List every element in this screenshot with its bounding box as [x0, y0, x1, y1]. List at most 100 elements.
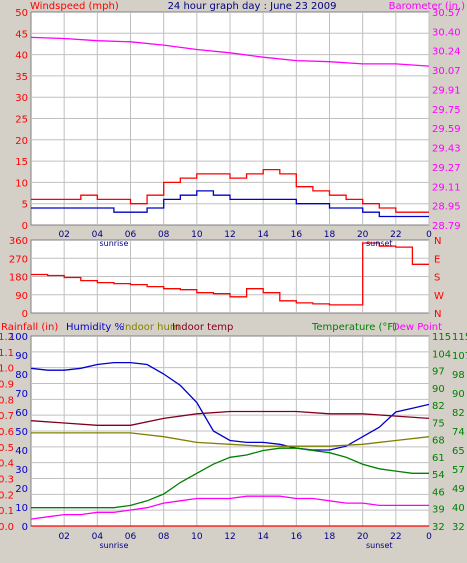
- x-tick-label: 20: [357, 532, 369, 542]
- y-tick-label: 0.8: [0, 395, 14, 406]
- y-tick-label: 30.24: [432, 47, 461, 58]
- y-tick-label: 5: [22, 200, 28, 211]
- x-tick-label: 04: [92, 230, 104, 240]
- grid-lines: [31, 12, 430, 526]
- y-tick-label: 75: [432, 418, 445, 429]
- y-tick-label: 1.2: [0, 332, 14, 343]
- temperature-axis-title: Temperature (°F): [311, 322, 397, 333]
- y-tick-label: 29.27: [432, 163, 461, 174]
- humidity-axis-title: Humidity %: [66, 322, 124, 333]
- series-indoor-hum: [31, 432, 430, 447]
- y-tick-label: 20: [15, 484, 28, 495]
- y-tick-label: 107: [452, 351, 467, 362]
- y-tick-label: 0: [22, 221, 28, 232]
- indoor-hum-label: Indoor hum: [122, 322, 180, 333]
- y-tick-label: 61: [432, 453, 445, 464]
- x-tick-label: 18: [324, 532, 336, 542]
- y-tick-label: 29.43: [432, 144, 461, 155]
- y-tick-label: 49: [452, 484, 465, 495]
- y-tick-label: 30: [15, 465, 28, 476]
- series-dew-point: [30, 495, 429, 520]
- y-tick-label: 40: [15, 51, 28, 62]
- y-tick-label: 100: [9, 332, 28, 343]
- y-tick-label: 60: [15, 408, 28, 419]
- y-tick-label: S: [434, 273, 440, 284]
- windspeed-axis-title: Windspeed (mph): [30, 1, 119, 12]
- y-tick-label: E: [434, 254, 440, 265]
- x-tick-label: 0: [426, 532, 432, 542]
- y-tick-label: 30: [15, 93, 28, 104]
- x-tick-label: 12: [224, 532, 235, 542]
- y-tick-label: 0.9: [0, 380, 14, 391]
- x-tick-label: 12: [224, 230, 235, 240]
- y-tick-label: 29.11: [432, 182, 461, 193]
- series-barometer-in: [30, 36, 430, 67]
- y-tick-label: 30.57: [432, 8, 461, 19]
- y-tick-label: 82: [432, 401, 445, 412]
- y-tick-label: 115: [452, 332, 467, 343]
- y-tick-label: 40: [452, 503, 465, 514]
- series-average-wind: [31, 190, 429, 218]
- y-tick-label: 0.2: [0, 490, 14, 501]
- y-tick-label: 360: [9, 236, 28, 247]
- y-tick-label: 25: [15, 115, 28, 126]
- y-tick-label: 90: [15, 291, 28, 302]
- x-tick-label: 16: [291, 532, 303, 542]
- y-tick-label: 29.75: [432, 105, 461, 116]
- y-tick-label: 90: [432, 384, 445, 395]
- series-humidity: [30, 361, 430, 451]
- y-tick-label: 70: [15, 389, 28, 400]
- y-tick-label: 28.95: [432, 202, 461, 213]
- y-tick-label: 50: [15, 427, 28, 438]
- y-tick-label: 0.4: [0, 459, 14, 470]
- y-tick-label: 54: [432, 470, 445, 481]
- x-tick-label: 18: [324, 230, 336, 240]
- y-tick-label: 98: [452, 370, 465, 381]
- x-tick-label: 10: [191, 532, 203, 542]
- y-tick-label: 0: [22, 309, 28, 320]
- y-tick-label: 10: [15, 178, 28, 189]
- y-tick-label: 32: [452, 522, 465, 533]
- x-annotation-sunrise: sunrise: [99, 541, 128, 550]
- x-tick-label: 16: [291, 230, 303, 240]
- y-tick-label: 90: [15, 351, 28, 362]
- y-tick-label: 32: [432, 522, 445, 533]
- x-tick-label: 20: [357, 230, 369, 240]
- barometer-axis-title: Barometer (in.): [389, 1, 465, 12]
- x-tick-label: 22: [390, 230, 401, 240]
- y-tick-label: 28.79: [432, 221, 461, 232]
- indoor-temp-label: Indoor temp: [172, 322, 233, 333]
- y-tick-label: W: [434, 291, 444, 302]
- x-tick-label: 22: [390, 532, 401, 542]
- dew-point-label: Dew Point: [392, 322, 442, 333]
- y-tick-label: 0.5: [0, 443, 14, 454]
- chart-title: 24 hour graph day : June 23 2009: [168, 1, 337, 12]
- x-tick-label: 14: [257, 532, 269, 542]
- y-tick-label: 57: [452, 465, 465, 476]
- y-tick-label: 0.3: [0, 475, 14, 486]
- series-temperature-f: [31, 447, 429, 509]
- x-tick-label: 02: [58, 532, 69, 542]
- x-tick-label: 14: [257, 230, 269, 240]
- y-tick-label: 39: [432, 505, 445, 516]
- y-tick-label: 97: [432, 367, 445, 378]
- y-tick-label: 1.1: [0, 348, 14, 359]
- y-tick-label: 46: [432, 487, 445, 498]
- x-tick-label: 04: [92, 532, 104, 542]
- series-windspeed-mph: [31, 168, 429, 213]
- y-tick-label: 80: [15, 370, 28, 381]
- y-tick-label: 0.6: [0, 427, 14, 438]
- y-tick-label: 104: [432, 349, 451, 360]
- x-tick-label: 10: [191, 230, 203, 240]
- axis-tick-labels: 02 04 06 08 10 12 14 16 18 20 22 0 0 5 10 15 20 25 30 35 40 4…: [0, 8, 467, 550]
- x-tick-label: 08: [158, 532, 170, 542]
- y-tick-label: 29.59: [432, 124, 461, 135]
- y-tick-label: 30.07: [432, 66, 461, 77]
- y-tick-label: 1.0: [0, 364, 14, 375]
- y-tick-label: 270: [9, 254, 28, 265]
- y-tick-label: 0.1: [0, 506, 14, 517]
- y-tick-label: N: [434, 236, 441, 247]
- series-indoor-temp: [30, 410, 430, 426]
